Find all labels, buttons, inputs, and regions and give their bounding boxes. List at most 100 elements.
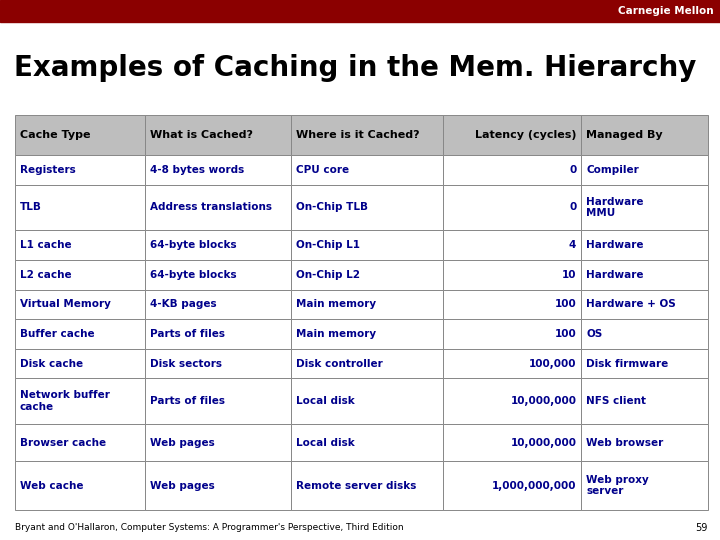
Text: Address translations: Address translations bbox=[150, 202, 272, 212]
Bar bbox=[444, 155, 581, 185]
Bar bbox=[15, 424, 145, 461]
Bar bbox=[145, 461, 291, 510]
Text: Cache Type: Cache Type bbox=[20, 130, 91, 140]
Text: Registers: Registers bbox=[20, 165, 76, 175]
Bar bbox=[145, 260, 291, 289]
Text: What is Cached?: What is Cached? bbox=[150, 130, 253, 140]
Bar bbox=[444, 461, 581, 510]
Bar bbox=[15, 231, 145, 260]
Bar bbox=[15, 289, 145, 319]
Bar bbox=[444, 349, 581, 379]
Text: On-Chip L1: On-Chip L1 bbox=[296, 240, 360, 250]
Bar bbox=[291, 319, 444, 349]
Bar bbox=[15, 185, 145, 231]
Bar bbox=[581, 185, 708, 231]
Text: 10,000,000: 10,000,000 bbox=[510, 438, 576, 448]
Bar bbox=[145, 349, 291, 379]
Text: Virtual Memory: Virtual Memory bbox=[20, 299, 111, 309]
Bar bbox=[444, 424, 581, 461]
Bar bbox=[15, 260, 145, 289]
Text: Disk sectors: Disk sectors bbox=[150, 359, 222, 368]
Bar bbox=[145, 424, 291, 461]
Text: Parts of files: Parts of files bbox=[150, 329, 225, 339]
Bar bbox=[145, 289, 291, 319]
Text: NFS client: NFS client bbox=[586, 396, 647, 406]
Text: Bryant and O'Hallaron, Computer Systems: A Programmer's Perspective, Third Editi: Bryant and O'Hallaron, Computer Systems:… bbox=[15, 523, 404, 532]
Text: 100,000: 100,000 bbox=[528, 359, 576, 368]
Bar bbox=[15, 115, 145, 155]
Bar bbox=[15, 319, 145, 349]
Bar bbox=[581, 424, 708, 461]
Bar bbox=[581, 379, 708, 424]
Bar bbox=[291, 155, 444, 185]
Text: OS: OS bbox=[586, 329, 603, 339]
Text: Disk cache: Disk cache bbox=[20, 359, 83, 368]
Text: 4: 4 bbox=[569, 240, 576, 250]
Text: Compiler: Compiler bbox=[586, 165, 639, 175]
Text: Hardware: Hardware bbox=[586, 270, 644, 280]
Bar bbox=[444, 379, 581, 424]
Text: Main memory: Main memory bbox=[296, 299, 376, 309]
Bar bbox=[15, 379, 145, 424]
Text: Managed By: Managed By bbox=[586, 130, 663, 140]
Bar bbox=[291, 461, 444, 510]
Bar bbox=[145, 155, 291, 185]
Bar bbox=[581, 289, 708, 319]
Text: Main memory: Main memory bbox=[296, 329, 376, 339]
Text: TLB: TLB bbox=[20, 202, 42, 212]
Bar bbox=[15, 461, 145, 510]
Bar bbox=[15, 155, 145, 185]
Text: Web browser: Web browser bbox=[586, 438, 664, 448]
Bar bbox=[444, 289, 581, 319]
Text: 64-byte blocks: 64-byte blocks bbox=[150, 270, 237, 280]
Bar bbox=[444, 185, 581, 231]
Bar bbox=[145, 319, 291, 349]
Bar bbox=[581, 231, 708, 260]
Text: Latency (cycles): Latency (cycles) bbox=[474, 130, 576, 140]
Bar bbox=[291, 379, 444, 424]
Text: Local disk: Local disk bbox=[296, 396, 354, 406]
Bar bbox=[581, 349, 708, 379]
Text: Disk firmware: Disk firmware bbox=[586, 359, 669, 368]
Bar bbox=[291, 424, 444, 461]
Text: CPU core: CPU core bbox=[296, 165, 348, 175]
Bar bbox=[444, 260, 581, 289]
Bar bbox=[291, 349, 444, 379]
Bar bbox=[581, 319, 708, 349]
Text: Hardware: Hardware bbox=[586, 240, 644, 250]
Text: Parts of files: Parts of files bbox=[150, 396, 225, 406]
Text: Web proxy
server: Web proxy server bbox=[586, 475, 649, 496]
Text: Web pages: Web pages bbox=[150, 438, 215, 448]
Text: 10,000,000: 10,000,000 bbox=[510, 396, 576, 406]
Bar bbox=[145, 379, 291, 424]
Text: 100: 100 bbox=[554, 299, 576, 309]
Text: Web pages: Web pages bbox=[150, 481, 215, 490]
Text: 4-8 bytes words: 4-8 bytes words bbox=[150, 165, 245, 175]
Bar bbox=[581, 461, 708, 510]
Text: 1,000,000,000: 1,000,000,000 bbox=[492, 481, 576, 490]
Text: 0: 0 bbox=[569, 165, 576, 175]
Text: Hardware + OS: Hardware + OS bbox=[586, 299, 676, 309]
Bar bbox=[581, 115, 708, 155]
Bar bbox=[145, 231, 291, 260]
Bar bbox=[291, 260, 444, 289]
Text: Browser cache: Browser cache bbox=[20, 438, 106, 448]
Bar bbox=[291, 231, 444, 260]
Bar bbox=[444, 319, 581, 349]
Bar bbox=[291, 289, 444, 319]
Text: On-Chip TLB: On-Chip TLB bbox=[296, 202, 368, 212]
Text: L2 cache: L2 cache bbox=[20, 270, 71, 280]
Text: Local disk: Local disk bbox=[296, 438, 354, 448]
Text: 59: 59 bbox=[696, 523, 708, 533]
Text: Examples of Caching in the Mem. Hierarchy: Examples of Caching in the Mem. Hierarch… bbox=[14, 55, 696, 83]
Bar bbox=[291, 185, 444, 231]
Text: Network buffer
cache: Network buffer cache bbox=[20, 390, 110, 412]
Bar bbox=[145, 115, 291, 155]
Bar bbox=[444, 115, 581, 155]
Text: 100: 100 bbox=[554, 329, 576, 339]
Text: Carnegie Mellon: Carnegie Mellon bbox=[618, 6, 714, 16]
Bar bbox=[0, 0, 720, 22]
Text: Web cache: Web cache bbox=[20, 481, 84, 490]
Text: L1 cache: L1 cache bbox=[20, 240, 71, 250]
Bar bbox=[444, 231, 581, 260]
